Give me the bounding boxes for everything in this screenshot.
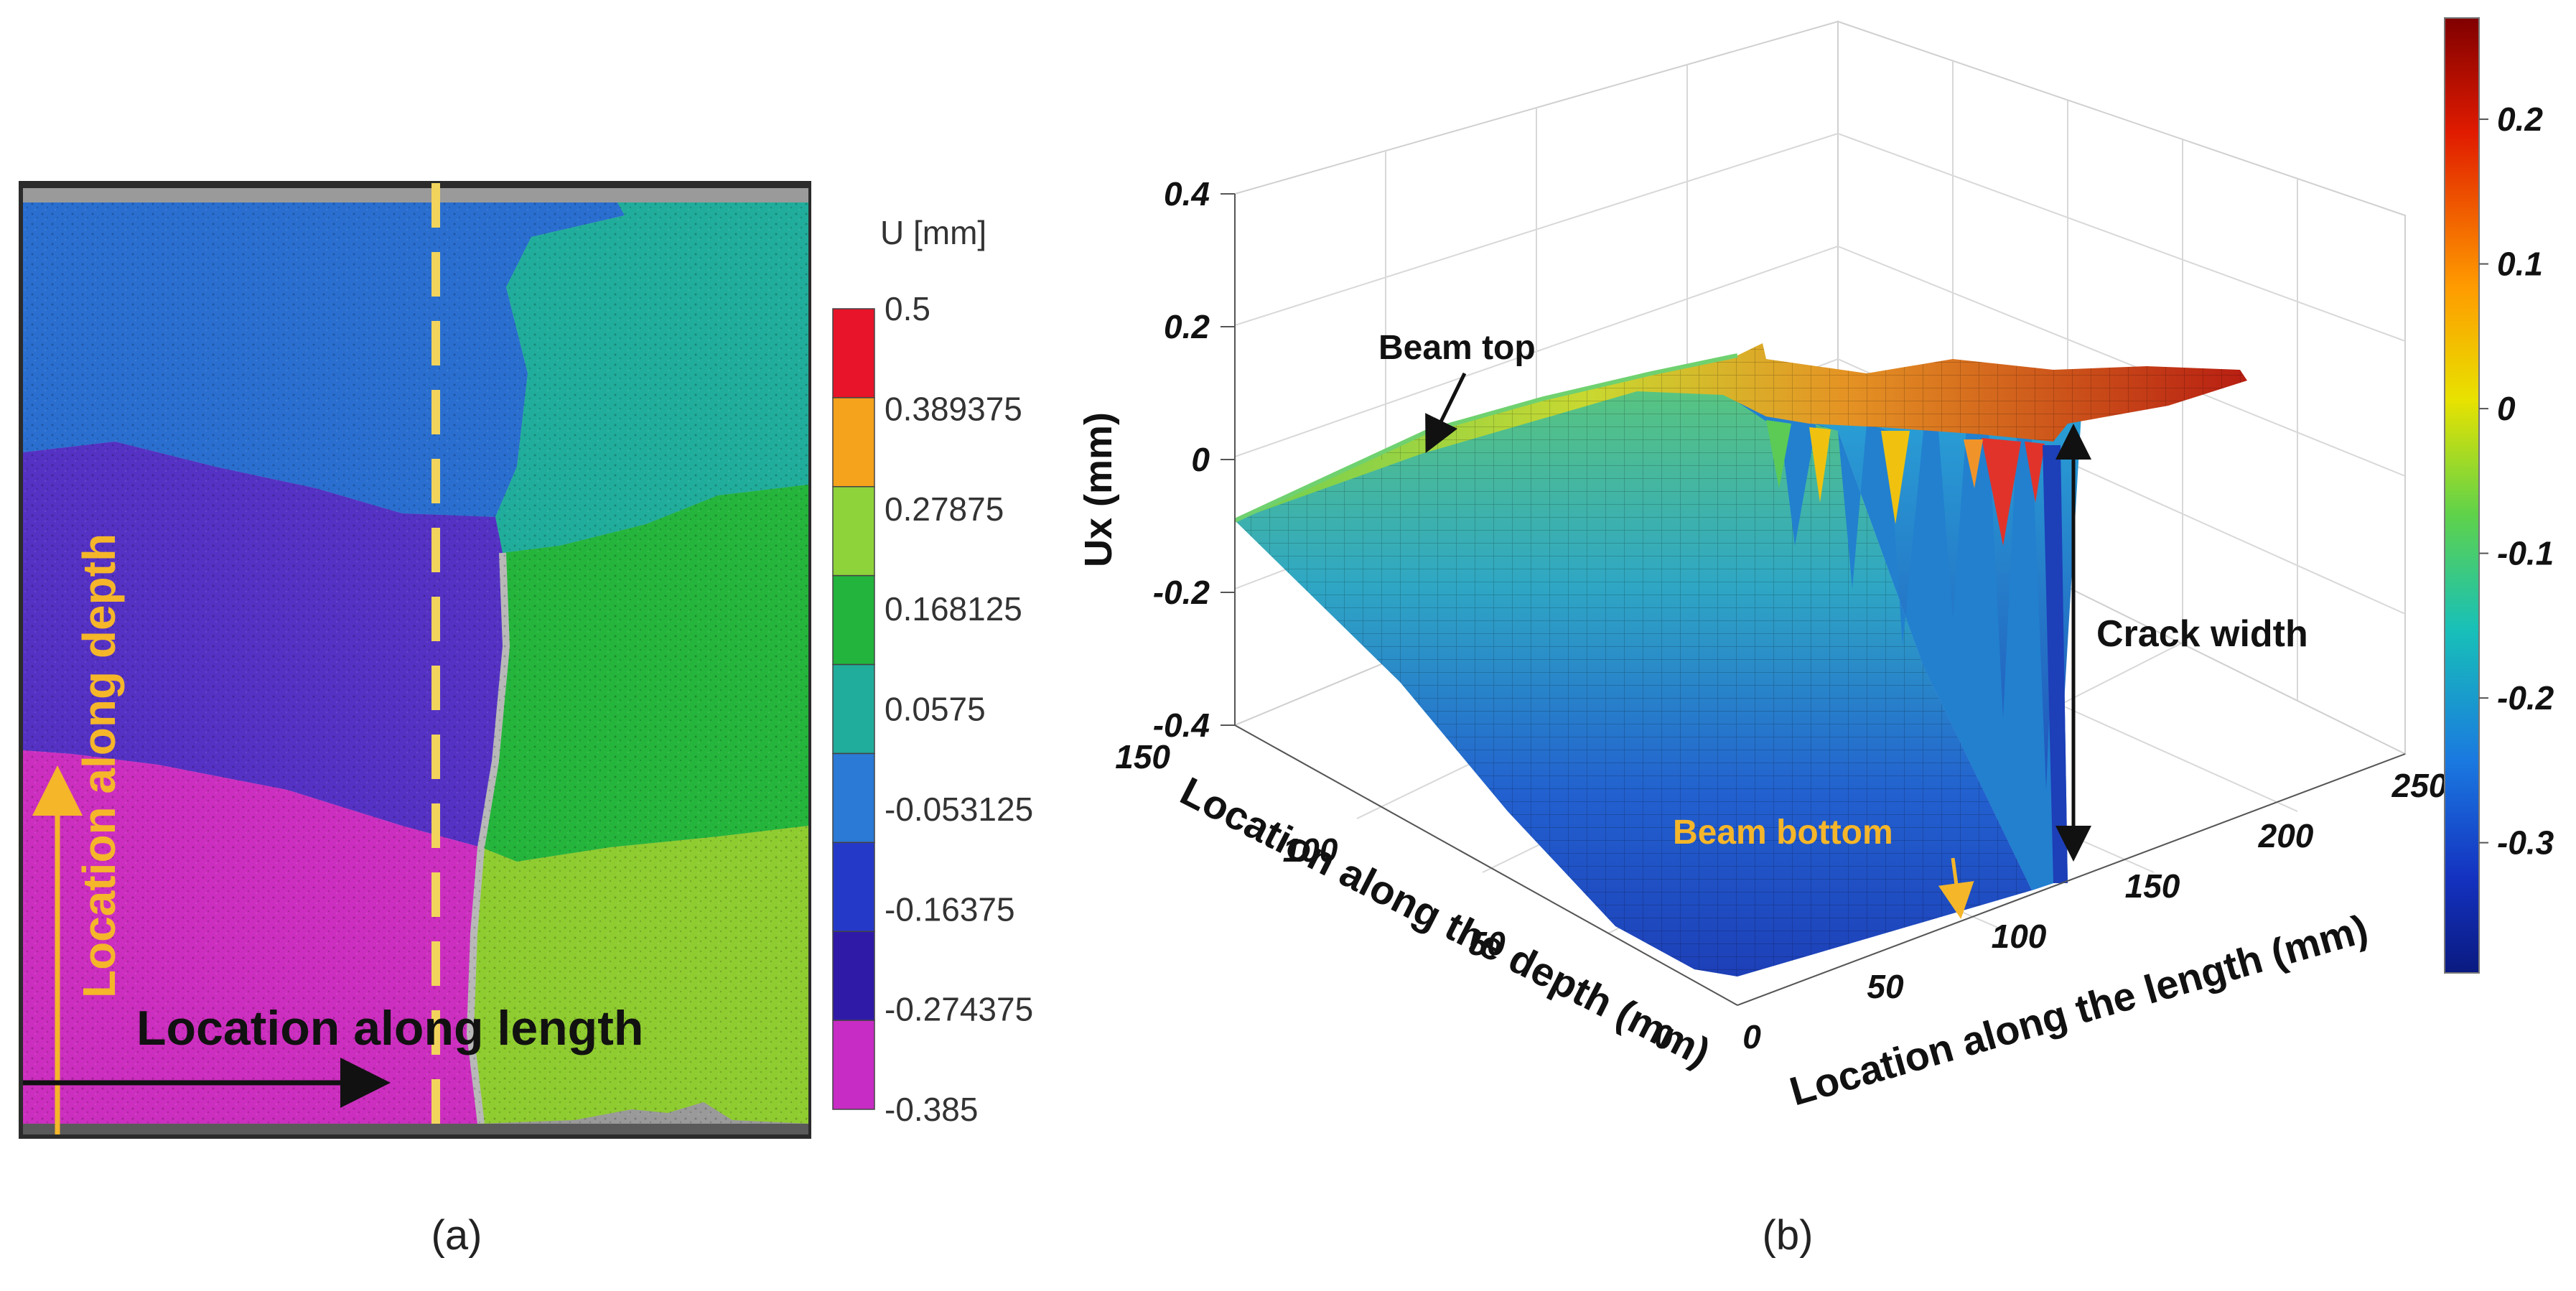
colorbar-a-tick-label: -0.053125: [885, 791, 1033, 828]
length-tick-label: 150: [2125, 867, 2180, 905]
annotation-crack-width: Crack width: [2096, 613, 2308, 655]
colorbar-a-segment: [832, 397, 875, 488]
colorbar-b-tick-label: 0.1: [2497, 246, 2543, 283]
length-tick-label: 100: [1992, 918, 2047, 955]
colorbar-b-tick-label: 0: [2497, 390, 2516, 427]
colorbar-b-tick-label: -0.1: [2497, 535, 2554, 572]
colorbar-b: [2444, 17, 2480, 974]
z-tick-label: 0.2: [1164, 308, 1210, 345]
colorbar-a-tick-label: 0.27875: [885, 490, 1004, 528]
panel-a-label: (a): [431, 1212, 482, 1259]
annotation-beam-bottom: Beam bottom: [1673, 814, 1893, 852]
surface-crack-spikes: [1737, 402, 2068, 890]
length-tick-label: 250: [2391, 767, 2447, 804]
colorbar-a-segment: [832, 931, 875, 1021]
z-axis-ticks: -0.4 -0.2 0 0.2 0.4: [1153, 175, 1235, 744]
beam-top-arrow: [1425, 372, 1467, 453]
z-tick-label: -0.2: [1153, 574, 1210, 611]
colorbar-a-tick-label: 0.389375: [885, 390, 1022, 427]
colorbar-a-segment: [832, 1020, 875, 1110]
colorbar-a-title: U [mm]: [880, 214, 986, 251]
colorbar-a-segment: [832, 308, 875, 399]
depth-axis-ticks: 0 50 100 150: [1115, 738, 1673, 1055]
colorbar-a-tick-label: -0.385: [885, 1091, 978, 1128]
z-axis-label: Ux (mm): [1077, 412, 1120, 567]
length-tick-label: 50: [1867, 968, 1904, 1005]
beam-bottom-arrow: [1938, 857, 1974, 919]
colorbar-a-tick-label: 0.168125: [885, 590, 1022, 628]
panel-b: -0.4 -0.2 0 0.2 0.4 0 50 100 150 0 50 100 150 200 25…: [1077, 17, 2554, 1259]
colorbar-a-segment: [832, 842, 875, 932]
colorbar-a: 0.5 0.389375 0.27875 0.168125 0.0575 -0.05312…: [832, 290, 1033, 1128]
z-tick-label: 0.4: [1164, 175, 1210, 213]
length-arrow-label: Location along length: [136, 1001, 643, 1055]
z-tick-label: 0: [1191, 441, 1210, 478]
depth-tick-label: 0: [1654, 1018, 1673, 1055]
colorbar-b-tick-label: -0.2: [2497, 679, 2554, 717]
colorbar-a-segment: [832, 574, 875, 666]
z-tick-label: -0.4: [1153, 707, 1210, 744]
colorbar-b-ticks: 0.2 0.1 0 -0.1 -0.2 -0.3: [2479, 101, 2554, 862]
length-axis-ticks: 0 50 100 150 200 250: [1742, 767, 2447, 1055]
colorbar-b-tick-label: -0.3: [2497, 824, 2554, 862]
colorbar-a-segment: [832, 752, 875, 844]
colorbar-a-tick-label: -0.16375: [885, 890, 1015, 928]
annotation-beam-top: Beam top: [1378, 329, 1536, 367]
colorbar-a-segment: [832, 663, 875, 755]
depth-tick-label: 50: [1468, 925, 1506, 962]
colorbar-a-tick-label: -0.274375: [885, 991, 1033, 1028]
panel-a: Location along depth Location along leng…: [19, 181, 1033, 1259]
colorbar-a-segment: [832, 486, 875, 577]
colorbar-b-tick-label: 0.2: [2497, 101, 2543, 138]
depth-tick-label: 100: [1283, 831, 1338, 869]
depth-arrow-label: Location along depth: [73, 533, 125, 998]
depth-tick-label: 150: [1115, 738, 1170, 775]
length-tick-label: 200: [2258, 817, 2314, 854]
length-tick-label: 0: [1742, 1018, 1761, 1055]
colorbar-a-tick-label: 0.5: [885, 290, 930, 327]
panel-b-label: (b): [1763, 1212, 1814, 1259]
colorbar-a-tick-label: 0.0575: [885, 691, 986, 728]
